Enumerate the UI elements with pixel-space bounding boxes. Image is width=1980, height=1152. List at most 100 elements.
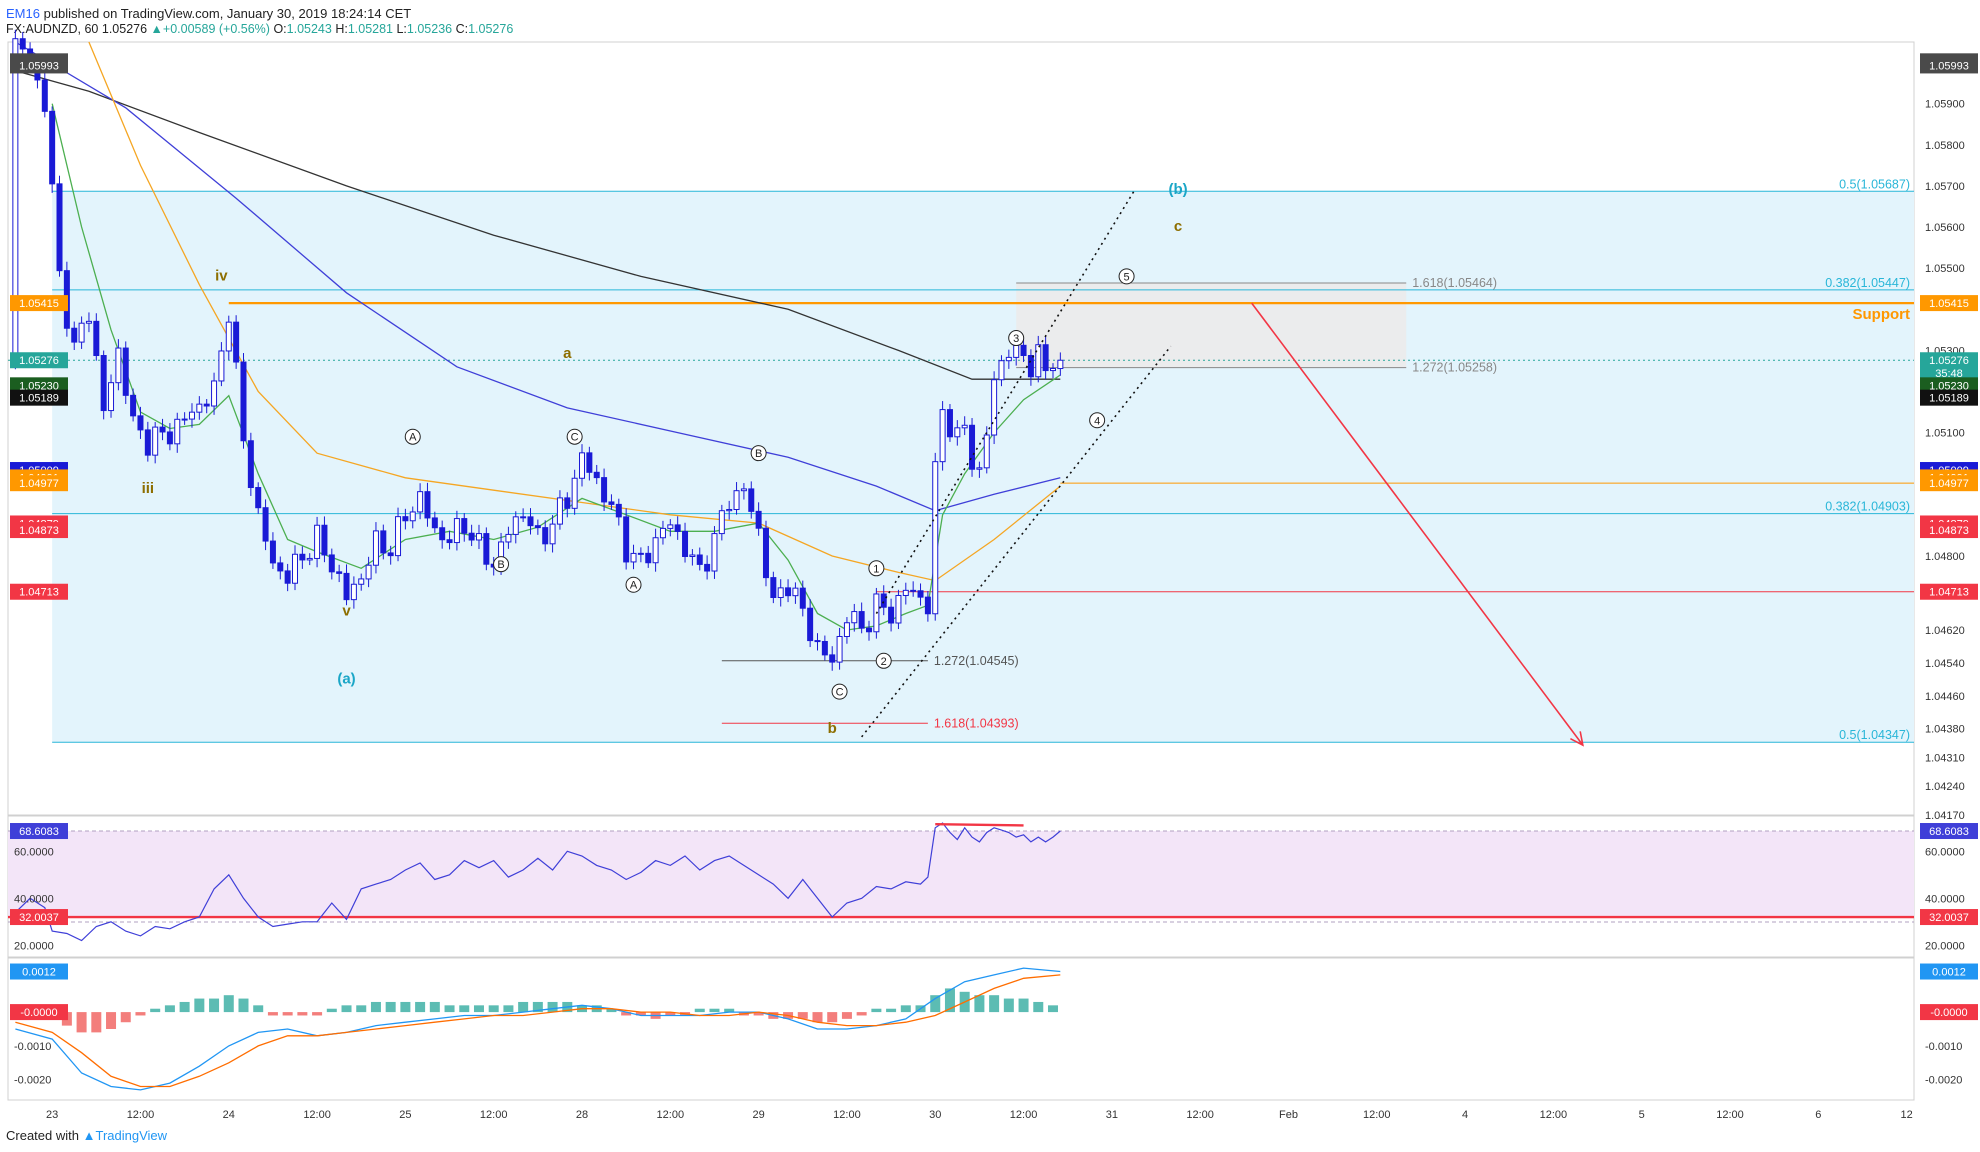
wave-circle-label: C — [836, 687, 844, 699]
wave-label: a — [563, 345, 572, 362]
macd-histogram-bar — [238, 998, 249, 1013]
candle-body — [269, 540, 276, 564]
candle-body — [564, 497, 571, 509]
candle-body — [203, 403, 210, 407]
candle-body — [946, 409, 953, 438]
fib-level-label: 0.5(1.05687) — [1839, 177, 1910, 191]
fib-level-label: 0.5(1.04347) — [1839, 728, 1910, 742]
candle-body — [733, 490, 740, 511]
forecast-arrow-head-icon — [1570, 731, 1584, 747]
price-scale-badge-bg — [1920, 389, 1978, 406]
candle-body — [255, 487, 262, 509]
candle-body — [748, 488, 755, 512]
price-scale-badge-left: 1.04873 — [19, 525, 59, 537]
macd-histogram-bar — [473, 1005, 484, 1013]
price-axis-tick: 1.04620 — [1925, 625, 1965, 637]
candle-body — [601, 477, 608, 503]
extension-label: 1.272(1.04545) — [934, 654, 1019, 668]
time-axis-tick: 12:00 — [1716, 1109, 1744, 1121]
candle-body — [218, 350, 225, 382]
created-with: Created with — [6, 1128, 79, 1143]
price-pane[interactable]: 0.5(1.05687) 0.382(1.05447) 0.382(1.04903)… — [8, 29, 1915, 747]
candle-body — [71, 327, 78, 343]
rsi-badge-left-bg — [10, 823, 68, 840]
candle-body — [247, 440, 254, 489]
time-axis-tick: 12:00 — [127, 1109, 155, 1121]
symbol-label[interactable]: FX:AUDNZD, 60 — [6, 22, 99, 36]
price-scale-badge-bg — [1920, 352, 1978, 369]
candle-body — [726, 509, 733, 512]
price-scale-badge-left-bg — [10, 295, 68, 312]
candle-body — [475, 533, 482, 541]
rsi-line — [14, 822, 1061, 942]
candle-body — [829, 654, 836, 663]
time-axis-tick: 31 — [1106, 1109, 1118, 1121]
ohlc-low: 1.05236 — [406, 22, 453, 36]
macd-badge-bg — [1920, 963, 1978, 980]
price-scale-badge-left: 1.04977 — [19, 478, 59, 490]
price-scale-badge-bg — [1920, 364, 1978, 381]
macd-pane[interactable] — [15, 967, 1061, 1091]
macd-histogram-bar — [415, 1001, 426, 1013]
candle-body — [365, 564, 372, 580]
macd-histogram-bar — [547, 1001, 558, 1013]
candle-body — [240, 361, 247, 442]
wave-label: (a) — [337, 670, 355, 687]
price-scale-badge-left-bg — [10, 389, 68, 406]
macd-histogram-bar — [518, 1001, 529, 1013]
macd-histogram-bar — [900, 1005, 911, 1013]
macd-histogram-bar — [635, 1012, 646, 1016]
tradingview-logo-text[interactable]: TradingView — [95, 1128, 168, 1143]
time-axis-tick: 12:00 — [1186, 1109, 1214, 1121]
candle-body — [336, 571, 343, 574]
price-scale-badge: 1.04713 — [1929, 587, 1969, 599]
macd-histogram-bar — [694, 1008, 705, 1013]
candle-body — [166, 431, 173, 445]
price-scale-badge-left-bg — [10, 475, 68, 492]
rsi-pane[interactable] — [8, 822, 1914, 942]
candle-body — [211, 380, 218, 407]
macd-histogram-bar — [989, 995, 1000, 1013]
wave-label: iv — [215, 267, 228, 284]
candle-body — [380, 530, 387, 554]
candle-body — [917, 590, 924, 598]
time-axis-tick: 12:00 — [1363, 1109, 1391, 1121]
candle-body — [1027, 355, 1034, 378]
macd-histogram-bar — [341, 1005, 352, 1013]
candle-body — [188, 411, 195, 420]
candle-body — [939, 409, 946, 463]
price-scale-badge-left: 1.05993 — [19, 60, 59, 72]
candle-body — [446, 539, 453, 544]
candle-body — [483, 533, 490, 565]
rsi-badge-left: 68.6083 — [19, 826, 59, 838]
candle-body — [807, 607, 814, 642]
macd-histogram-bar — [871, 1008, 882, 1013]
wave-circle-label: B — [755, 448, 762, 460]
rsi-axis-tick: 20.0000 — [1925, 940, 1965, 952]
macd-histogram-bar — [503, 1005, 514, 1013]
candle-body — [895, 594, 902, 624]
wave-label: b — [828, 720, 837, 737]
price-scale-badge-bg — [1920, 295, 1978, 312]
price-scale-badge: 1.05993 — [1929, 60, 1969, 72]
macd-histogram-bar — [135, 1012, 146, 1016]
candle-body — [777, 587, 784, 599]
rsi-badge-left-bg — [10, 909, 68, 926]
macd-histogram-bar — [253, 1005, 264, 1013]
rsi-badge-bg — [1920, 909, 1978, 926]
wave-circle — [1089, 412, 1106, 429]
macd-badge-left: 0.0012 — [22, 967, 56, 979]
macd-histogram-bar — [120, 1012, 131, 1023]
macd-histogram-bar — [886, 1008, 897, 1013]
time-axis-tick: 6 — [1815, 1109, 1821, 1121]
macd-histogram-bar — [665, 1012, 676, 1016]
candle-body — [417, 491, 424, 513]
price-scale-badge-left: 1.05415 — [19, 298, 59, 310]
author-name[interactable]: EM16 — [6, 6, 40, 21]
candle-body — [858, 611, 865, 629]
candle-body — [225, 321, 232, 352]
macd-histogram-bar — [76, 1012, 87, 1033]
wave-circle — [868, 560, 885, 577]
candle-body — [1005, 356, 1012, 362]
